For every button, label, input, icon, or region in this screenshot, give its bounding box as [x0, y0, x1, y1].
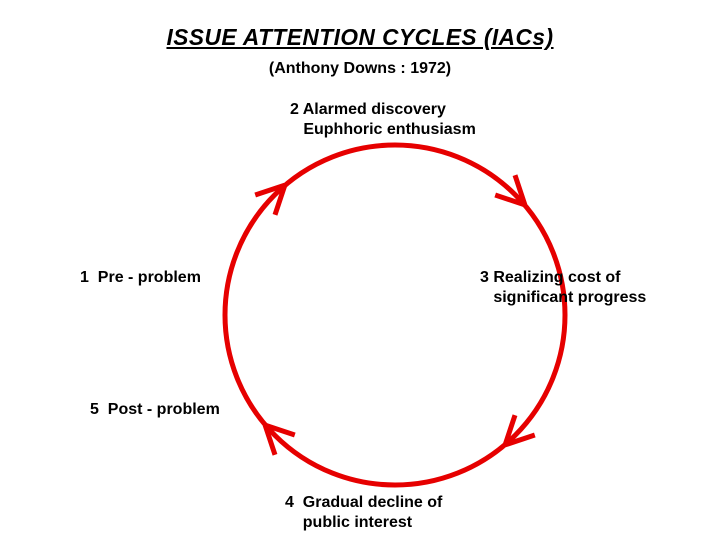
cycle-circle [225, 145, 565, 485]
label-stage-5: 5 Post - problem [90, 400, 220, 420]
label-stage-3: 3 Realizing cost of significant progress [480, 268, 646, 308]
cycle-arrows [255, 175, 535, 455]
label-stage-4: 4 Gradual decline of public interest [285, 493, 442, 533]
label-stage-1: 1 Pre - problem [80, 268, 201, 288]
label-stage-2: 2 Alarmed discovery Euphhoric enthusiasm [290, 100, 476, 140]
diagram-stage: ISSUE ATTENTION CYCLES (IACs) (Anthony D… [0, 0, 720, 540]
